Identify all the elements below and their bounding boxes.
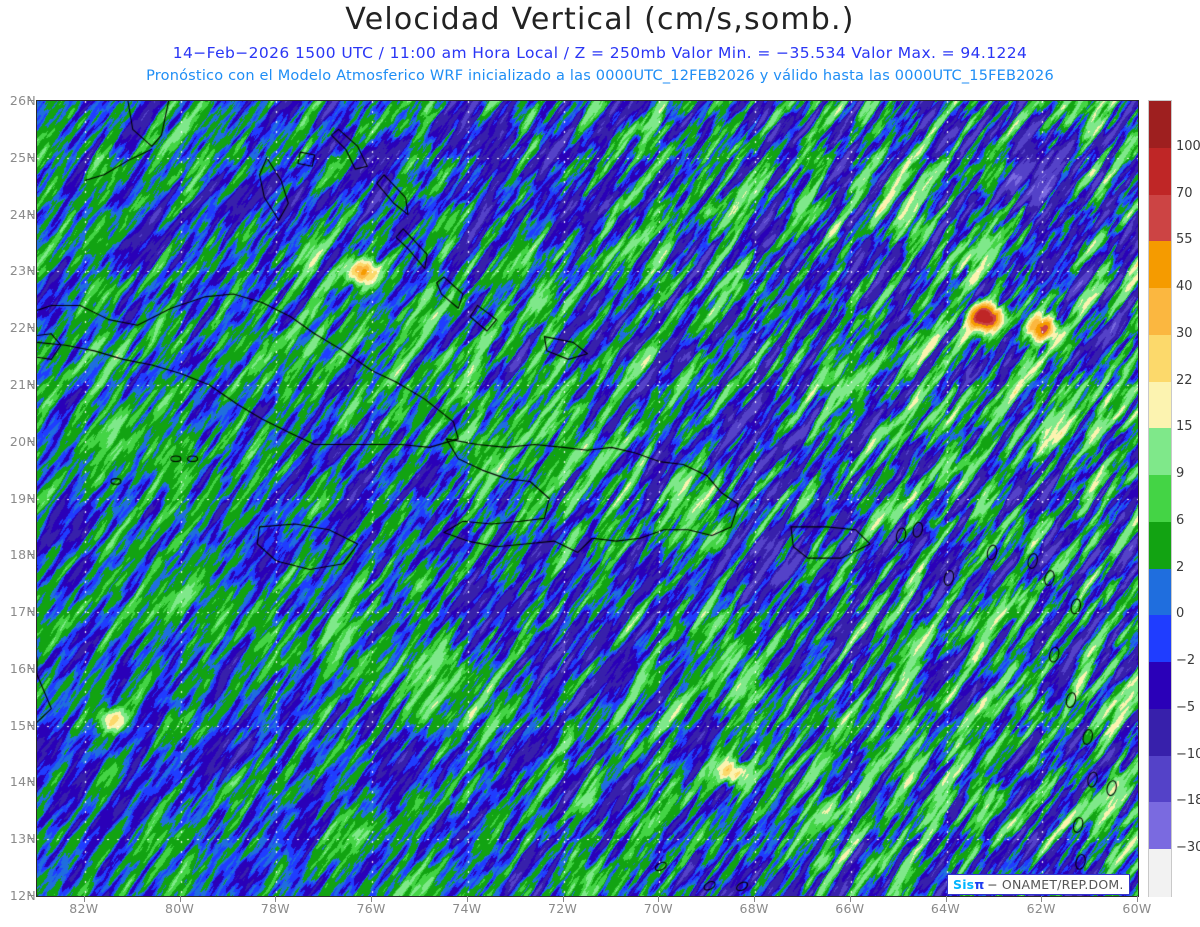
colorbar-band: [1149, 849, 1171, 897]
lat-tick-label: 16N: [9, 660, 36, 676]
colorbar-band: [1149, 802, 1171, 850]
colorbar-tick-label: 6: [1176, 512, 1185, 528]
colorbar-tick-label: 2: [1176, 559, 1185, 575]
colorbar-band: [1149, 241, 1171, 289]
colorbar-tick-label: 40: [1176, 279, 1193, 295]
colorbar-tick-label: −2: [1176, 653, 1196, 669]
lat-tick-label: 18N: [9, 547, 36, 563]
lat-tick-mark: [28, 781, 34, 783]
lat-tick-mark: [28, 838, 34, 840]
lon-tick-mark: [849, 896, 851, 902]
lat-tick-label: 25N: [9, 149, 36, 165]
lon-tick-label: 76W: [356, 901, 386, 916]
coastline-overlay: [37, 101, 1138, 896]
colorbar-band: [1149, 334, 1171, 383]
colorbar-band: [1149, 708, 1171, 757]
lon-tick-label: 64W: [930, 901, 961, 916]
lat-tick-mark: [28, 383, 34, 385]
colorbar-tick-label: 55: [1176, 232, 1193, 248]
lat-tick-mark: [28, 497, 34, 499]
colorbar-tick-label: −5: [1176, 699, 1196, 715]
lat-tick-mark: [28, 895, 34, 896]
lat-tick-mark: [28, 554, 34, 556]
lon-tick-mark: [466, 896, 468, 902]
colorbar-band: [1149, 568, 1171, 616]
lon-tick-mark: [275, 896, 277, 902]
lat-tick-label: 15N: [9, 717, 36, 733]
colorbar-band: [1149, 662, 1171, 710]
colorbar-tick-label: 0: [1176, 606, 1185, 622]
colorbar-band: [1149, 428, 1171, 476]
lat-tick-label: 17N: [9, 604, 36, 620]
watermark-logo: Sis π − ONAMET/REP.DOM.: [947, 874, 1130, 895]
lat-tick-label: 20N: [9, 433, 36, 449]
colorbar-band: [1149, 288, 1171, 336]
lat-tick-label: 24N: [9, 206, 36, 222]
lat-tick-label: 26N: [9, 93, 36, 108]
colorbar[interactable]: [1148, 100, 1172, 897]
lon-tick-label: 68W: [739, 901, 769, 916]
colorbar-band: [1149, 147, 1171, 196]
lat-tick-label: 19N: [9, 490, 36, 506]
lat-tick-mark: [28, 611, 34, 613]
lat-tick-label: 14N: [9, 774, 36, 790]
lon-tick-mark: [658, 896, 660, 902]
watermark-separator: −: [987, 877, 998, 892]
colorbar-tick-label: 9: [1176, 466, 1185, 482]
lon-tick-mark: [1137, 896, 1138, 902]
colorbar-tick-label: 100: [1176, 138, 1200, 154]
lon-tick-label: 70W: [643, 901, 673, 916]
colorbar-tick-label: 15: [1176, 419, 1193, 435]
lat-tick-label: 21N: [9, 376, 36, 392]
lat-tick-label: 12N: [9, 888, 36, 903]
watermark-brand: Sis: [953, 877, 975, 892]
lon-tick-mark: [83, 896, 85, 902]
lat-tick-mark: [28, 667, 34, 669]
watermark-brand-mark: π: [974, 877, 984, 892]
lat-tick-label: 23N: [9, 263, 36, 279]
lat-tick-label: 22N: [9, 320, 36, 336]
lat-tick-mark: [28, 270, 34, 272]
colorbar-tick-label: 30: [1176, 325, 1193, 341]
lon-tick-mark: [1041, 896, 1043, 902]
lon-tick-label: 82W: [69, 901, 99, 916]
lat-tick-mark: [28, 440, 34, 442]
lon-tick-mark: [945, 896, 947, 902]
page-title: Velocidad Vertical (cm/s,somb.): [345, 2, 855, 37]
colorbar-band: [1149, 615, 1171, 663]
lon-tick-label: 66W: [835, 901, 865, 916]
lon-tick-mark: [754, 896, 756, 902]
forecast-subtitle-line2: Pronóstico con el Modelo Atmosferico WRF…: [146, 68, 1054, 84]
colorbar-tick-label: −18: [1176, 793, 1200, 809]
colorbar-band: [1149, 475, 1171, 523]
colorbar-tick-label: −10: [1176, 746, 1200, 762]
lon-tick-label: 62W: [1026, 901, 1056, 916]
lon-tick-label: 74W: [452, 901, 482, 916]
lat-tick-mark: [28, 100, 34, 101]
lat-tick-mark: [28, 156, 34, 158]
colorbar-band: [1149, 194, 1171, 242]
lon-tick-label: 80W: [165, 901, 195, 916]
colorbar-band: [1149, 521, 1171, 570]
forecast-subtitle-line1: 14−Feb−2026 1500 UTC / 11:00 am Hora Loc…: [172, 44, 1028, 62]
lat-tick-mark: [28, 327, 34, 329]
lon-tick-label: 72W: [547, 901, 578, 916]
colorbar-tick-label: 70: [1176, 185, 1193, 201]
map-plot-area[interactable]: [36, 100, 1139, 897]
lat-tick-mark: [28, 213, 34, 215]
colorbar-tick-label: −30: [1176, 840, 1200, 856]
lon-tick-mark: [179, 896, 181, 902]
lon-tick-label: 78W: [260, 901, 290, 916]
colorbar-band: [1149, 755, 1171, 804]
watermark-agency: ONAMET/REP.DOM.: [1001, 877, 1124, 892]
lon-tick-mark: [562, 896, 564, 902]
lon-tick-mark: [371, 896, 373, 902]
colorbar-band: [1149, 381, 1171, 429]
lon-tick-label: 60W: [1122, 901, 1152, 916]
lat-tick-mark: [28, 724, 34, 726]
colorbar-band: [1149, 101, 1171, 149]
lat-tick-label: 13N: [9, 831, 36, 847]
colorbar-tick-label: 22: [1176, 372, 1193, 388]
